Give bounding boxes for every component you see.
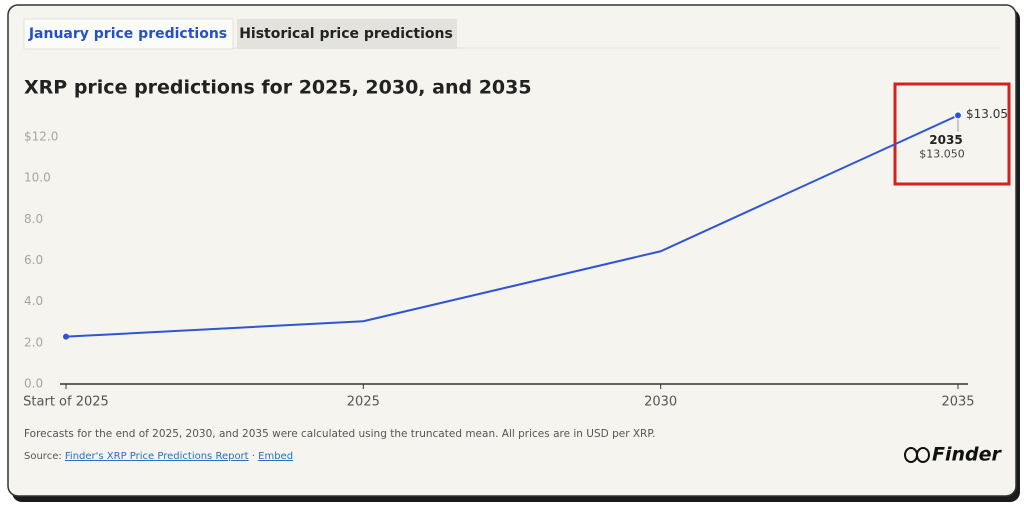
x-tick-label: 2025 [347,395,380,410]
y-tick-label: 4.0 [24,294,43,308]
tooltip-label: 2035 [929,133,962,147]
logo: Finder [904,444,1003,466]
y-tick-label: 2.0 [24,335,43,349]
highlight-box [893,82,1011,186]
tab-active[interactable] [23,18,234,50]
tab-label[interactable]: Historical price predictions [239,26,453,42]
y-tick-label: $12.0 [24,130,58,144]
source-link[interactable]: Finder's XRP Price Predictions Report [65,451,249,462]
x-tick-label: 2030 [644,395,677,410]
card [7,4,1017,497]
footnote: Forecasts for the end of 2025, 2030, and… [24,428,655,440]
point [63,333,69,340]
separator: · [249,451,259,462]
x-tick-label: Start of 2025 [23,395,109,410]
y-tick-label: 6.0 [24,253,43,267]
tab-label[interactable]: January price predictions [28,26,227,42]
embed-link[interactable]: Embed [258,451,293,462]
y-tick-label: 10.0 [24,171,51,185]
tab-inactive[interactable] [237,19,457,49]
x-tick-label: 2035 [941,395,974,410]
source-prefix: Source: [24,451,65,462]
source: Source: Finder's XRP Price Predictions R… [24,451,293,462]
value-label: $13.05 [966,107,1008,121]
logo-text: Finder [932,444,1003,466]
price-line [65,114,959,338]
y-tick-label: 8.0 [24,212,43,226]
tooltip-value: $13.050 [919,147,965,160]
y-tick-label: 0.0 [24,377,43,391]
point [954,111,962,120]
chart-title: XRP price predictions for 2025, 2030, an… [24,77,532,99]
logo-eye [916,447,930,463]
